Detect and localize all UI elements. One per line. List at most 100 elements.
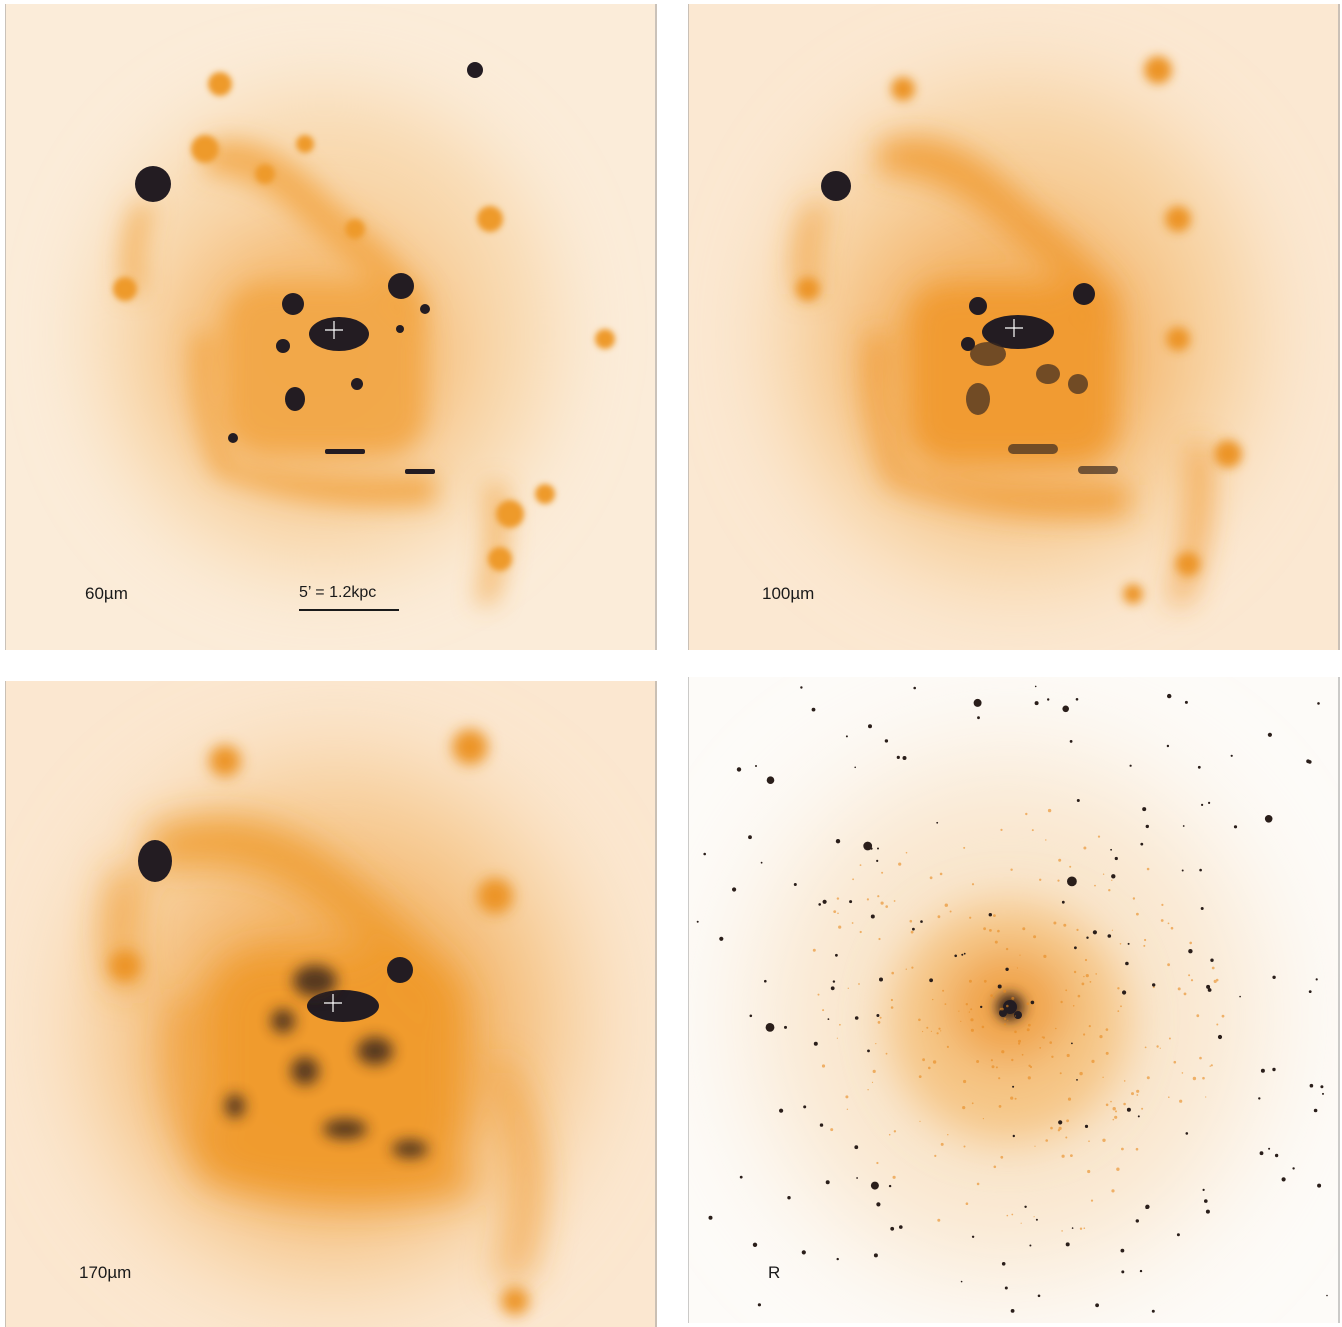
- star: [1320, 1085, 1324, 1089]
- star-speckle: [871, 1081, 874, 1083]
- star-speckle: [1105, 1028, 1109, 1031]
- star-speckle: [1159, 1047, 1161, 1049]
- star-speckle: [983, 927, 986, 931]
- star: [876, 859, 879, 862]
- star-speckle: [1006, 1214, 1009, 1217]
- star-speckle: [968, 1011, 971, 1013]
- star-speckle: [1079, 1071, 1083, 1076]
- star-speckle: [942, 989, 945, 992]
- star: [1121, 1270, 1125, 1274]
- star-speckle: [1047, 808, 1052, 813]
- star-speckle: [839, 1023, 841, 1026]
- star-speckle: [1042, 1036, 1045, 1039]
- star-speckle: [1177, 987, 1181, 991]
- star-speckle: [1007, 1020, 1009, 1022]
- star: [732, 887, 737, 892]
- star-speckle: [938, 1027, 941, 1030]
- band-label-170um: 170µm: [79, 1263, 132, 1282]
- star: [1306, 759, 1310, 764]
- star-speckle: [890, 1006, 894, 1009]
- star-speckle: [1021, 1053, 1024, 1056]
- image-60um: [5, 4, 657, 650]
- star-speckle: [1029, 1065, 1033, 1069]
- star-speckle: [1112, 1107, 1116, 1111]
- star: [836, 1257, 839, 1261]
- star-speckle: [1076, 928, 1079, 931]
- star-speckle: [1083, 1227, 1086, 1229]
- star-speckle: [1136, 1094, 1139, 1096]
- star-speckle: [932, 998, 934, 1001]
- star-speckle: [1077, 994, 1081, 998]
- star-speckle: [1135, 1147, 1139, 1151]
- star-speckle: [847, 987, 849, 989]
- star-speckle: [1146, 1076, 1150, 1080]
- star: [1074, 946, 1077, 950]
- star-speckle: [1001, 1050, 1005, 1054]
- star-speckle: [937, 915, 941, 919]
- star: [899, 1225, 903, 1229]
- star-speckle: [845, 1095, 849, 1099]
- star-speckle: [1003, 1023, 1007, 1026]
- star: [902, 756, 907, 760]
- star-speckle: [960, 1020, 962, 1022]
- star-speckle: [1011, 996, 1015, 1000]
- star-speckle: [1019, 954, 1021, 956]
- star-speckle: [1190, 979, 1194, 982]
- star: [845, 735, 848, 738]
- star: [708, 1215, 713, 1220]
- star-speckle: [922, 1030, 924, 1033]
- star-speckle: [1221, 1014, 1225, 1018]
- star-speckle: [944, 903, 948, 907]
- star-speckle: [1099, 1035, 1103, 1039]
- star: [920, 920, 923, 923]
- star-speckle: [1072, 1005, 1075, 1007]
- star-speckle: [1196, 1014, 1200, 1018]
- star-speckle: [876, 1161, 879, 1165]
- star-speckle: [940, 1030, 942, 1032]
- star: [1210, 958, 1214, 962]
- star-speckle: [1083, 846, 1087, 850]
- star-speckle: [838, 925, 842, 929]
- star-speckle: [1088, 1140, 1090, 1142]
- star: [696, 920, 699, 923]
- star: [873, 1253, 878, 1258]
- star-speckle: [937, 1218, 941, 1222]
- star: [1065, 1242, 1070, 1247]
- star: [1071, 1042, 1073, 1045]
- star: [1151, 1309, 1155, 1313]
- star-speckle: [919, 1120, 921, 1122]
- star-speckle: [1057, 879, 1060, 882]
- star: [1001, 1262, 1006, 1266]
- star-speckle: [1199, 1056, 1202, 1060]
- star-speckle: [1065, 989, 1068, 992]
- star-speckle: [1146, 867, 1150, 871]
- panel-60um: 60µm 5’ = 1.2kpc: [5, 4, 657, 650]
- star-speckle: [1105, 1051, 1109, 1055]
- star: [1233, 825, 1238, 829]
- star-speckle: [918, 1075, 922, 1078]
- star: [1208, 801, 1211, 804]
- star: [868, 724, 872, 729]
- star: [1114, 856, 1118, 861]
- star: [819, 1123, 824, 1127]
- star-speckle: [1039, 1047, 1042, 1049]
- star: [1185, 1132, 1189, 1135]
- panel-170um: 170µm: [5, 681, 657, 1327]
- star-speckle: [909, 919, 913, 923]
- star-speckle: [1083, 1033, 1086, 1036]
- star-speckle: [911, 966, 914, 969]
- star-speckle: [898, 862, 902, 866]
- star: [1176, 1233, 1180, 1237]
- star: [1260, 1068, 1265, 1073]
- star: [1184, 700, 1188, 704]
- star-speckle: [971, 1102, 974, 1105]
- star: [1142, 807, 1147, 812]
- star: [1274, 1153, 1279, 1158]
- star-speckle: [949, 910, 952, 913]
- star: [1206, 984, 1211, 989]
- star: [1110, 848, 1112, 851]
- star-speckle: [1188, 974, 1191, 977]
- star: [1199, 868, 1202, 872]
- star-speckle: [1091, 1059, 1095, 1063]
- star-speckle: [851, 922, 854, 924]
